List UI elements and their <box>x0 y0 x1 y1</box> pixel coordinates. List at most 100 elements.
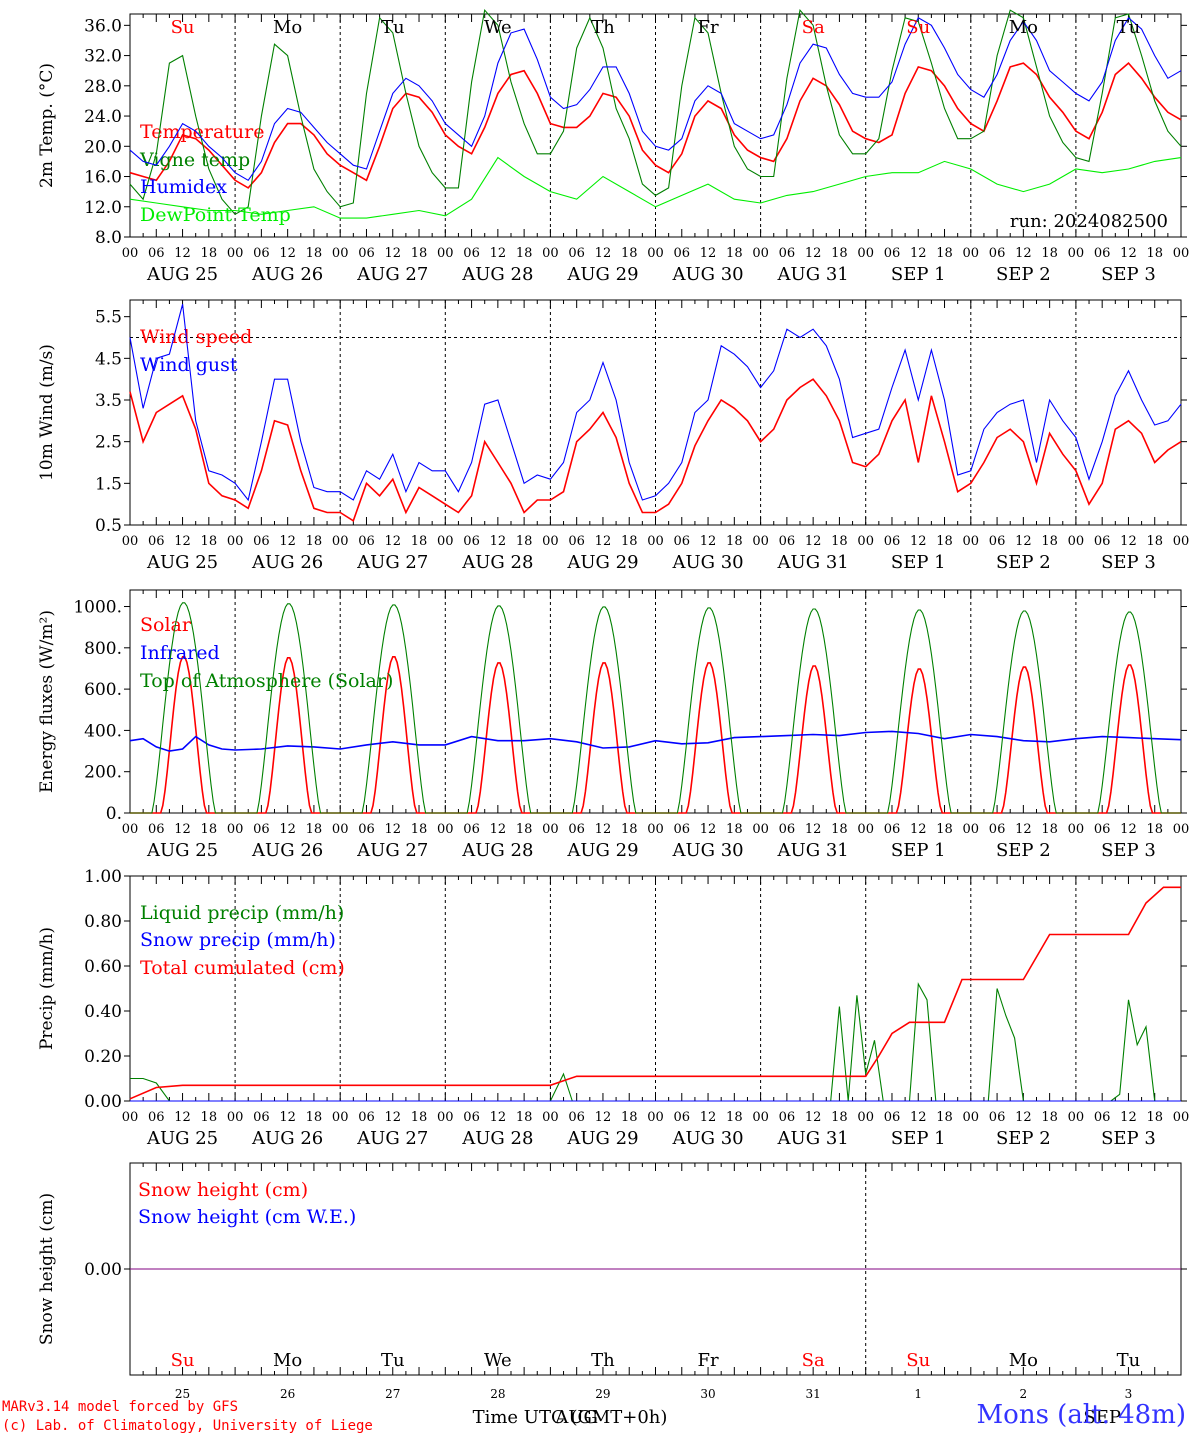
hour-tick-label: 18 <box>1146 822 1163 837</box>
hour-tick-label: 12 <box>1120 1110 1137 1125</box>
hour-tick-label: 12 <box>595 822 612 837</box>
hour-tick-label: 06 <box>148 534 165 549</box>
date-label: AUG 29 <box>566 264 638 285</box>
hour-tick-label: 06 <box>884 246 901 261</box>
hour-tick-label: 18 <box>411 246 428 261</box>
date-label: AUG 27 <box>356 840 428 861</box>
hour-tick-label: 06 <box>884 822 901 837</box>
weekday-label: Th <box>591 1350 615 1371</box>
panel-2: 0.5 1.5 2.5 3.5 4.5 5.5 10m Wind (m/s) 00 06 12 18… <box>37 299 1190 573</box>
hour-tick-label: 12 <box>279 1110 296 1125</box>
date-label: AUG 27 <box>356 552 428 573</box>
hour-tick-label: 12 <box>279 822 296 837</box>
date-label: SEP 3 <box>1101 264 1156 285</box>
legend-entry: Vigne temp <box>139 149 250 171</box>
hour-tick-label: 00 <box>332 246 349 261</box>
y-tick-label: 16.0 <box>84 168 122 188</box>
y-tick-label: 1.00 <box>84 867 122 887</box>
hour-tick-label: 12 <box>490 1110 507 1125</box>
hour-tick-label: 18 <box>726 822 743 837</box>
hour-tick-label: 06 <box>358 534 375 549</box>
weekday-label: Su <box>906 17 930 38</box>
plot-frame <box>129 589 1182 814</box>
series-line-infrared <box>129 730 1182 752</box>
hour-tick-label: 18 <box>621 1110 638 1125</box>
month-label: SEP <box>1083 1407 1121 1428</box>
y-tick-label: 800. <box>84 639 122 659</box>
hour-tick-label: 06 <box>1094 246 1111 261</box>
hour-tick-label: 00 <box>752 822 769 837</box>
y-axis-label: 2m Temp. (°C) <box>37 63 57 188</box>
hour-tick-label: 12 <box>1015 822 1032 837</box>
y-tick-label: 12.0 <box>84 198 122 218</box>
hour-tick-label: 12 <box>700 822 717 837</box>
hour-tick-label: 18 <box>411 534 428 549</box>
hour-tick-label: 18 <box>621 822 638 837</box>
date-label: SEP 1 <box>891 1128 946 1149</box>
hour-tick-label: 18 <box>411 1110 428 1125</box>
legend-entry: Infrared <box>140 642 220 664</box>
weekday-label: Tu <box>1117 17 1141 38</box>
hour-tick-label: 18 <box>1146 246 1163 261</box>
hour-tick-label: 00 <box>227 1110 244 1125</box>
hour-tick-label: 12 <box>595 534 612 549</box>
hour-tick-label: 18 <box>201 534 218 549</box>
weekday-label: Tu <box>381 17 405 38</box>
hour-tick-label: 06 <box>358 822 375 837</box>
hour-tick-label: 18 <box>1146 1110 1163 1125</box>
hour-tick-label: 12 <box>384 534 401 549</box>
y-tick-label: 600. <box>84 680 122 700</box>
hour-tick-label: 12 <box>910 534 927 549</box>
hour-tick-label: 06 <box>568 1110 585 1125</box>
hour-tick-label: 06 <box>463 246 480 261</box>
hour-tick-label: 12 <box>805 1110 822 1125</box>
hour-tick-label: 06 <box>1094 534 1111 549</box>
hour-tick-label: 00 <box>122 1110 139 1125</box>
hour-tick-label: 00 <box>857 246 874 261</box>
hour-tick-label: 18 <box>831 822 848 837</box>
day-number: 31 <box>806 1387 821 1401</box>
date-label: AUG 26 <box>251 552 323 573</box>
hour-tick-label: 12 <box>1120 246 1137 261</box>
hour-tick-label: 18 <box>936 822 953 837</box>
weekday-label: We <box>484 17 512 38</box>
hour-tick-label: 18 <box>726 534 743 549</box>
hour-tick-label: 00 <box>752 534 769 549</box>
hour-tick-label: 12 <box>910 246 927 261</box>
day-number: 2 <box>1020 1387 1028 1401</box>
hour-tick-label: 18 <box>936 1110 953 1125</box>
hour-tick-label: 00 <box>1068 246 1085 261</box>
hour-tick-label: 00 <box>122 246 139 261</box>
weekday-label: Tu <box>381 1350 405 1371</box>
hour-tick-label: 00 <box>332 1110 349 1125</box>
weekday-label: Fr <box>698 1350 719 1371</box>
y-tick-label: 200. <box>84 763 122 783</box>
series-line-top-of-atmosphere-solar- <box>130 602 1181 814</box>
credit-line-2: (c) Lab. of Climatology, University of L… <box>2 1418 373 1434</box>
hour-tick-label: 00 <box>542 1110 559 1125</box>
y-tick-label: 3.5 <box>95 391 122 411</box>
hour-tick-label: 00 <box>332 822 349 837</box>
weekday-label: Fr <box>698 17 719 38</box>
hour-tick-label: 18 <box>621 246 638 261</box>
day-number: 28 <box>490 1387 505 1401</box>
hour-tick-label: 12 <box>805 822 822 837</box>
hour-tick-label: 00 <box>122 534 139 549</box>
hour-tick-label: 18 <box>306 534 323 549</box>
hour-tick-label: 06 <box>463 1110 480 1125</box>
date-label: SEP 2 <box>996 840 1051 861</box>
hour-tick-label: 06 <box>674 534 691 549</box>
hour-tick-label: 12 <box>700 246 717 261</box>
hour-tick-label: 18 <box>831 534 848 549</box>
hour-tick-label: 06 <box>148 822 165 837</box>
hour-tick-label: 00 <box>963 246 980 261</box>
hour-tick-label: 06 <box>1094 1110 1111 1125</box>
hour-tick-label: 18 <box>516 1110 533 1125</box>
panel-3: 0. 200. 400. 600. 800. 1000. Energy fluxes (W/… <box>37 589 1189 861</box>
hour-tick-label: 00 <box>1173 534 1190 549</box>
date-label: AUG 31 <box>777 1128 849 1149</box>
date-label: SEP 2 <box>996 552 1051 573</box>
hour-tick-label: 18 <box>516 534 533 549</box>
legend-entry: Snow height (cm W.E.) <box>138 1206 356 1228</box>
